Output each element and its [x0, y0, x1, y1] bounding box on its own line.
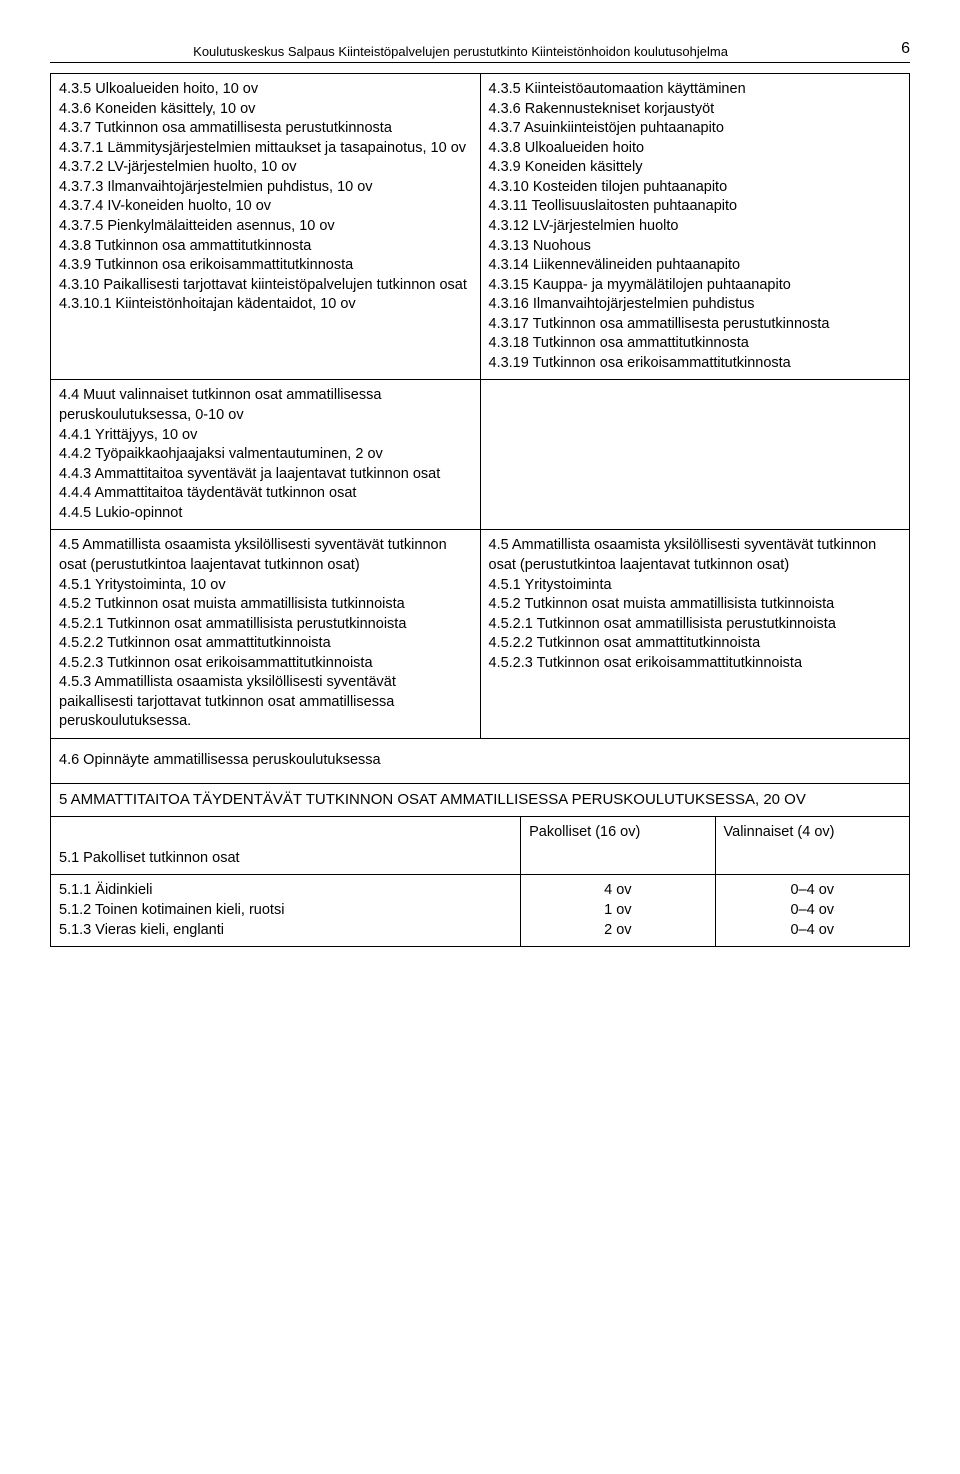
line: 4.3.10 Kosteiden tilojen puhtaanapito — [489, 178, 902, 198]
section-5-title: 5 AMMATTITAITOA TÄYDENTÄVÄT TUTKINNON OS… — [51, 783, 910, 816]
line: 4.4 Muut valinnaiset tutkinnon osat amma… — [59, 386, 472, 425]
s5-data-row: 5.1.1 Äidinkieli 5.1.2 Toinen kotimainen… — [51, 875, 909, 946]
line: 4.3.7.2 LV-järjestelmien huolto, 10 ov — [59, 158, 472, 178]
cell-4-4-right — [480, 380, 910, 530]
s5-left-head: 5.1 Pakolliset tutkinnon osat — [51, 817, 521, 875]
line: 4.5 Ammatillista osaamista yksilöllisest… — [59, 536, 472, 575]
header-title: Koulutuskeskus Salpaus Kiinteistöpalvelu… — [50, 44, 871, 59]
s5-left-list: 5.1.1 Äidinkieli 5.1.2 Toinen kotimainen… — [51, 875, 521, 946]
line: 5.1.2 Toinen kotimainen kieli, ruotsi — [59, 901, 512, 921]
cell-4-5-right: 4.5 Ammatillista osaamista yksilöllisest… — [480, 530, 910, 739]
s5-head-row: 5.1 Pakolliset tutkinnon osat Pakolliset… — [51, 817, 909, 875]
s5-colhead-pakolliset: Pakolliset (16 ov) — [521, 817, 715, 875]
line: 0–4 ov — [724, 881, 901, 901]
line: 4.5.2.1 Tutkinnon osat ammatillisista pe… — [59, 615, 472, 635]
line: 4.5.2.1 Tutkinnon osat ammatillisista pe… — [489, 615, 902, 635]
line: 4.5.2 Tutkinnon osat muista ammatillisis… — [489, 595, 902, 615]
line: 4.5.1 Yritystoiminta — [489, 576, 902, 596]
s5-colhead-valinnaiset: Valinnaiset (4 ov) — [715, 817, 909, 875]
line: 4.3.6 Koneiden käsittely, 10 ov — [59, 100, 472, 120]
line: 4.3.19 Tutkinnon osa erikoisammattitutki… — [489, 354, 902, 374]
line: 4.5.2.2 Tutkinnon osat ammattitutkinnois… — [59, 634, 472, 654]
line: 4.4.5 Lukio-opinnot — [59, 504, 472, 524]
s5-center-list: 4 ov 1 ov 2 ov — [521, 875, 715, 946]
s5-right-list: 0–4 ov 0–4 ov 0–4 ov — [715, 875, 909, 946]
line: 4.3.7 Tutkinnon osa ammatillisesta perus… — [59, 119, 472, 139]
line: 4.5.2.3 Tutkinnon osat erikoisammattitut… — [489, 654, 902, 674]
line: 4.3.7 Asuinkiinteistöjen puhtaanapito — [489, 119, 902, 139]
line: 0–4 ov — [724, 901, 901, 921]
line: 5.1.1 Äidinkieli — [59, 881, 512, 901]
line: 4.3.5 Ulkoalueiden hoito, 10 ov — [59, 80, 472, 100]
row-4-6: 4.6 Opinnäyte ammatillisessa peruskoulut… — [51, 739, 910, 784]
cell-4-3-left: 4.3.5 Ulkoalueiden hoito, 10 ov 4.3.6 Ko… — [51, 74, 481, 380]
line: 4.3.7.4 IV-koneiden huolto, 10 ov — [59, 197, 472, 217]
line: 4.3.7.1 Lämmitysjärjestelmien mittaukset… — [59, 139, 472, 159]
line: 4.3.14 Liikennevälineiden puhtaanapito — [489, 256, 902, 276]
line: 4.5.1 Yritystoiminta, 10 ov — [59, 576, 472, 596]
main-table: 4.3.5 Ulkoalueiden hoito, 10 ov 4.3.6 Ko… — [50, 73, 910, 947]
line: 5.1.3 Vieras kieli, englanti — [59, 921, 512, 941]
line: 4.5.2 Tutkinnon osat muista ammatillisis… — [59, 595, 472, 615]
line: 0–4 ov — [724, 921, 901, 941]
line: 4.3.9 Tutkinnon osa erikoisammattitutkin… — [59, 256, 472, 276]
row-4-4: 4.4 Muut valinnaiset tutkinnon osat amma… — [51, 380, 910, 530]
line: 4.4.3 Ammattitaitoa syventävät ja laajen… — [59, 465, 472, 485]
row-4-3: 4.3.5 Ulkoalueiden hoito, 10 ov 4.3.6 Ko… — [51, 74, 910, 380]
line: 4.4.1 Yrittäjyys, 10 ov — [59, 426, 472, 446]
line: 4.4.2 Työpaikkaohjaajaksi valmentautumin… — [59, 445, 472, 465]
line: 4.3.11 Teollisuuslaitosten puhtaanapito — [489, 197, 902, 217]
line: 4.3.5 Kiinteistöautomaation käyttäminen — [489, 80, 902, 100]
line: 4.3.16 Ilmanvaihtojärjestelmien puhdistu… — [489, 295, 902, 315]
line: 4.3.17 Tutkinnon osa ammatillisesta peru… — [489, 315, 902, 335]
row-4-5: 4.5 Ammatillista osaamista yksilöllisest… — [51, 530, 910, 739]
line: 4.5.3 Ammatillista osaamista yksilöllise… — [59, 673, 472, 732]
page-header: Koulutuskeskus Salpaus Kiinteistöpalvelu… — [50, 40, 910, 63]
line: 4.3.7.3 Ilmanvaihtojärjestelmien puhdist… — [59, 178, 472, 198]
cell-4-3-right: 4.3.5 Kiinteistöautomaation käyttäminen … — [480, 74, 910, 380]
line: 4.3.15 Kauppa- ja myymälätilojen puhtaan… — [489, 276, 902, 296]
line: 4.5 Ammatillista osaamista yksilöllisest… — [489, 536, 902, 575]
line: 4 ov — [529, 881, 706, 901]
line: 4.6 Opinnäyte ammatillisessa peruskoulut… — [59, 745, 901, 777]
line: 4.3.9 Koneiden käsittely — [489, 158, 902, 178]
line: 4.5.2.2 Tutkinnon osat ammattitutkinnois… — [489, 634, 902, 654]
line: 4.3.18 Tutkinnon osa ammattitutkinnosta — [489, 334, 902, 354]
cell-4-6: 4.6 Opinnäyte ammatillisessa peruskoulut… — [51, 739, 910, 784]
line: 4.3.8 Tutkinnon osa ammattitutkinnosta — [59, 237, 472, 257]
row-5-title: 5 AMMATTITAITOA TÄYDENTÄVÄT TUTKINNON OS… — [51, 783, 910, 816]
line: 5.1 Pakolliset tutkinnon osat — [59, 823, 512, 869]
page-number: 6 — [871, 40, 910, 62]
cell-4-5-left: 4.5 Ammatillista osaamista yksilöllisest… — [51, 530, 481, 739]
line: 4.3.7.5 Pienkylmälaitteiden asennus, 10 … — [59, 217, 472, 237]
line: 4.4.4 Ammattitaitoa täydentävät tutkinno… — [59, 484, 472, 504]
line: 4.5.2.3 Tutkinnon osat erikoisammattitut… — [59, 654, 472, 674]
line: 4.3.8 Ulkoalueiden hoito — [489, 139, 902, 159]
section-5-table: 5.1 Pakolliset tutkinnon osat Pakolliset… — [51, 817, 909, 946]
line: 4.3.6 Rakennustekniset korjaustyöt — [489, 100, 902, 120]
line: 2 ov — [529, 921, 706, 941]
line: 4.3.10 Paikallisesti tarjottavat kiintei… — [59, 276, 472, 296]
line: 4.3.10.1 Kiinteistönhoitajan kädentaidot… — [59, 295, 472, 315]
row-5-body: 5.1 Pakolliset tutkinnon osat Pakolliset… — [51, 816, 910, 946]
section-5-body: 5.1 Pakolliset tutkinnon osat Pakolliset… — [51, 816, 910, 946]
page: Koulutuskeskus Salpaus Kiinteistöpalvelu… — [0, 0, 960, 1027]
line: 4.3.13 Nuohous — [489, 237, 902, 257]
line: 4.3.12 LV-järjestelmien huolto — [489, 217, 902, 237]
line: 1 ov — [529, 901, 706, 921]
cell-4-4-left: 4.4 Muut valinnaiset tutkinnon osat amma… — [51, 380, 481, 530]
